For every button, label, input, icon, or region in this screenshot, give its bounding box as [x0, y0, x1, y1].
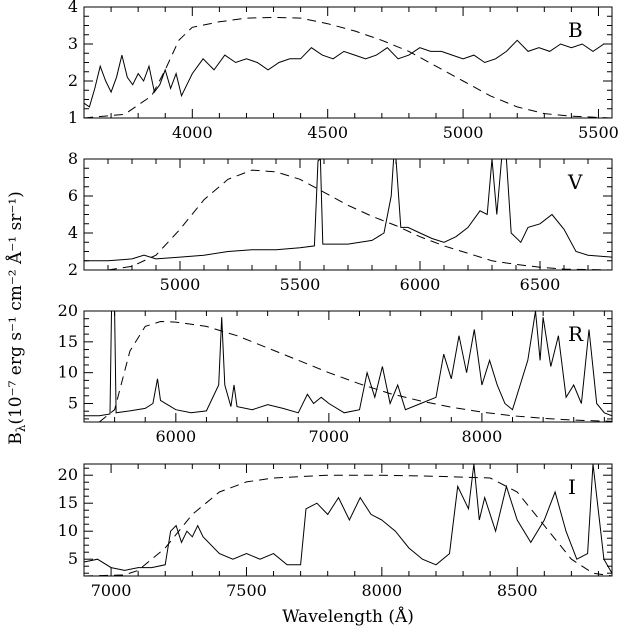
- y-tick-label: 10: [58, 363, 78, 382]
- x-tick-label: 5500: [578, 123, 619, 142]
- panels: 4000 4500 5000 5500 1 2 3 4 B 5000 5500 6000 6500 2 4 6…: [58, 0, 619, 600]
- y-tick-label: 1: [68, 108, 78, 127]
- x-tick-label: 8500: [497, 581, 538, 600]
- y-axis-label: Bλ(10⁻⁷ erg s⁻¹ cm⁻² Å⁻¹ sr⁻¹): [5, 191, 28, 445]
- x-tick-label: 4000: [172, 123, 213, 142]
- y-tick-label: 8: [68, 149, 78, 168]
- y-tick-label: 6: [68, 186, 78, 205]
- filter-response-curve: [107, 169, 612, 270]
- panel-R: 6000 7000 8000 5 10 15 20 R: [58, 301, 613, 446]
- x-tick-label: 8000: [462, 427, 503, 446]
- y-tick-label: 3: [68, 34, 78, 53]
- filter-response-curve: [84, 16, 612, 118]
- y-tick-label: 4: [68, 223, 78, 242]
- sky-spectrum-line: [84, 159, 612, 262]
- y-tick-label: 20: [58, 301, 78, 320]
- x-tick-label: 7000: [91, 581, 132, 600]
- panel-label: R: [568, 322, 584, 346]
- y-tick-label: 5: [68, 394, 78, 413]
- y-tick-label: 2: [68, 71, 78, 90]
- y-tick-label: 10: [58, 521, 78, 540]
- x-tick-label: 4500: [307, 123, 348, 142]
- x-tick-label: 7500: [226, 581, 267, 600]
- panel-label: B: [568, 18, 583, 42]
- panel-label: V: [567, 170, 583, 194]
- panel-B: 4000 4500 5000 5500 1 2 3 4 B: [68, 0, 619, 142]
- y-tick-label: 5: [68, 549, 78, 568]
- panel-frame: [83, 6, 613, 119]
- y-tick-label: 15: [58, 493, 78, 512]
- y-tick-label: 20: [58, 465, 78, 484]
- panel-V: 5000 5500 6000 6500 2 4 6 8 V: [68, 149, 613, 294]
- x-tick-label: 5500: [280, 275, 321, 294]
- y-tick-label: 4: [68, 0, 78, 16]
- filter-response-curve: [98, 320, 612, 422]
- y-tick-label: 15: [58, 332, 78, 351]
- y-axis-label-subscript: λ: [14, 424, 28, 432]
- y-axis-label-prefix: B: [6, 432, 26, 445]
- x-tick-label: 6500: [520, 275, 561, 294]
- y-axis-label-units: (10⁻⁷ erg s⁻¹ cm⁻² Å⁻¹ sr⁻¹): [5, 191, 26, 424]
- x-tick-label: 8000: [361, 581, 402, 600]
- panel-frame: [83, 310, 613, 423]
- panel-frame: [83, 158, 613, 271]
- x-tick-label: 6000: [155, 427, 196, 446]
- x-tick-label: 5000: [443, 123, 484, 142]
- panel-frame: [83, 463, 613, 577]
- sky-spectrum-line: [84, 39, 612, 108]
- x-tick-label: 5000: [160, 275, 201, 294]
- sky-spectrum-line: [84, 311, 612, 417]
- y-tick-label: 2: [68, 260, 78, 279]
- panel-I: 7000 7500 8000 8500 5 10 15 20 I: [58, 463, 613, 600]
- x-tick-label: 6000: [400, 275, 441, 294]
- x-tick-label: 7000: [309, 427, 350, 446]
- sky-spectrum-line: [84, 464, 612, 574]
- filter-response-curve: [84, 474, 612, 576]
- panel-label: I: [568, 475, 576, 499]
- x-axis-label: Wavelength (Å): [282, 606, 414, 627]
